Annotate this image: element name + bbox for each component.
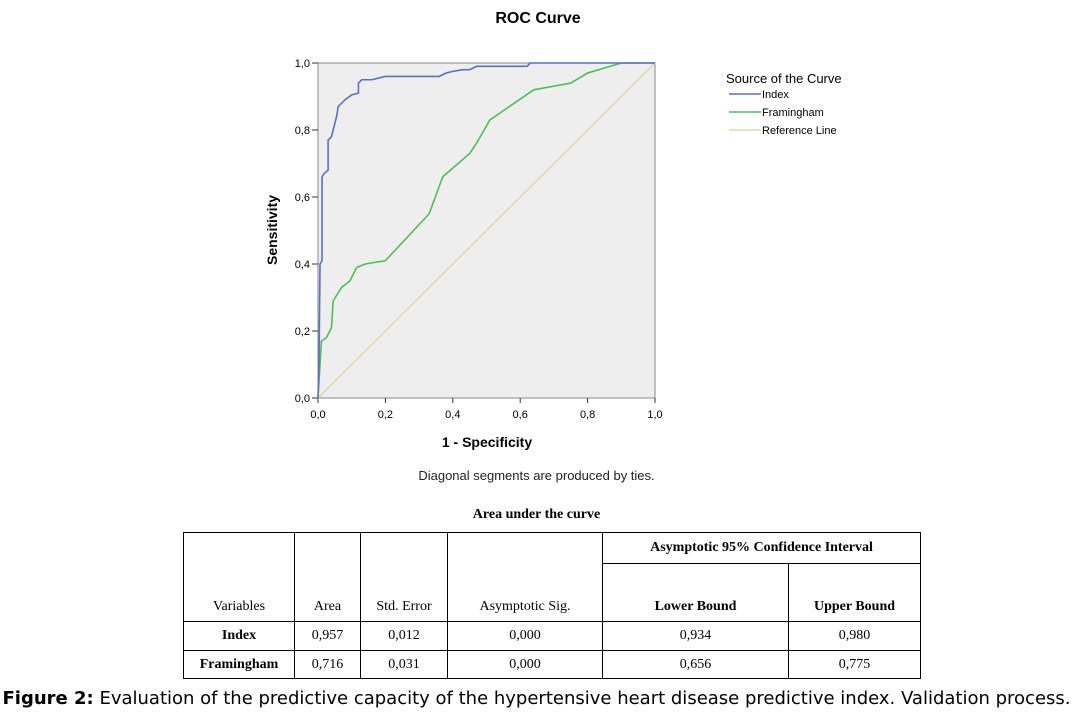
x-tick-label: 0,0 bbox=[310, 409, 325, 421]
legend-label: Index bbox=[762, 89, 789, 101]
header-upper-bound: Upper Bound bbox=[788, 563, 921, 622]
header-lower-bound: Lower Bound bbox=[602, 563, 789, 622]
caption-label: Figure 2: bbox=[2, 688, 94, 709]
y-tick-label: 0,0 bbox=[295, 393, 310, 405]
cell-sig: 0,000 bbox=[447, 650, 603, 679]
cell-sig: 0,000 bbox=[447, 621, 603, 651]
x-tick-label: 0,4 bbox=[445, 409, 460, 421]
cell-upper: 0,980 bbox=[788, 621, 921, 651]
legend-label: Framingham bbox=[762, 107, 824, 119]
x-tick-label: 0,8 bbox=[580, 409, 595, 421]
cell-lower: 0,934 bbox=[602, 621, 789, 651]
series-line-framingham bbox=[317, 62, 655, 399]
x-tick-label: 0,6 bbox=[513, 409, 528, 421]
table-row: Framingham 0,716 0,031 0,000 0,656 0,775 bbox=[183, 650, 921, 679]
header-std-error: Std. Error bbox=[360, 532, 448, 622]
x-tick-label: 1,0 bbox=[647, 409, 662, 421]
cell-lower: 0,656 bbox=[602, 650, 789, 679]
chart-note: Diagonal segments are produced by ties. bbox=[418, 468, 655, 483]
header-asymptotic-sig: Asymptotic Sig. bbox=[447, 532, 603, 622]
table-row: Index 0,957 0,012 0,000 0,934 0,980 bbox=[183, 621, 921, 651]
table-title: Area under the curve bbox=[472, 507, 601, 522]
cell-area: 0,716 bbox=[294, 650, 361, 679]
y-tick-label: 0,6 bbox=[295, 192, 310, 204]
y-tick-label: 0,2 bbox=[295, 326, 310, 338]
y-tick-label: 0,4 bbox=[295, 259, 310, 271]
chart-title: ROC Curve bbox=[495, 10, 580, 27]
caption-text: Evaluation of the predictive capacity of… bbox=[93, 688, 1071, 709]
auc-table: Variables Area Std. Error Asymptotic Sig… bbox=[183, 532, 921, 679]
legend-label: Reference Line bbox=[762, 125, 837, 137]
legend-title: Source of the Curve bbox=[726, 71, 842, 86]
cell-std-error: 0,012 bbox=[360, 621, 448, 651]
cell-upper: 0,775 bbox=[788, 650, 921, 679]
cell-std-error: 0,031 bbox=[360, 650, 448, 679]
header-area: Area bbox=[294, 532, 361, 622]
roc-chart: ROC Curve 0,0 0,2 0,4 0,6 0,8 1,0 0,0 0,2 0,4 0,6… bbox=[264, 10, 842, 450]
y-tick-label: 1,0 bbox=[295, 58, 310, 70]
cell-variable: Framingham bbox=[183, 650, 295, 679]
cell-variable: Index bbox=[183, 621, 295, 651]
x-axis-label: 1 - Specificity bbox=[442, 434, 532, 450]
figure-caption: Figure 2: Evaluation of the predictive c… bbox=[0, 688, 1073, 709]
cell-area: 0,957 bbox=[294, 621, 361, 651]
series-line-reference-line bbox=[317, 62, 656, 399]
y-axis-label: Sensitivity bbox=[264, 195, 280, 265]
x-tick-label: 0,2 bbox=[378, 409, 393, 421]
series-line-index bbox=[317, 62, 655, 399]
header-variables: Variables bbox=[183, 532, 295, 622]
header-confidence-interval: Asymptotic 95% Confidence Interval bbox=[602, 532, 921, 564]
y-tick-label: 0,8 bbox=[295, 125, 310, 137]
